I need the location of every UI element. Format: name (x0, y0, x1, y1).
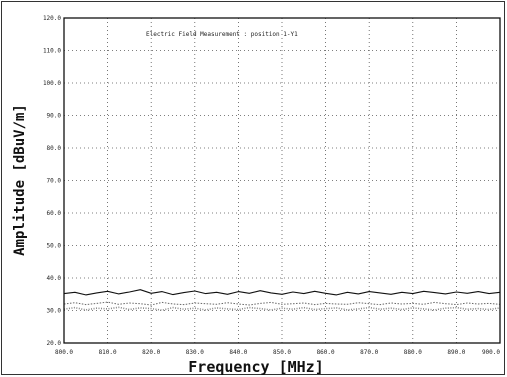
x-tick-label: 800.0 (55, 349, 73, 356)
plot-frame (63, 17, 501, 344)
y-tick-labels: 20.0 30.0 40.0 50.0 60.0 70.0 80.0 90.0 100.0 110… (43, 15, 61, 347)
series-line-1 (63, 289, 501, 296)
x-tick-label: 840.0 (229, 349, 247, 356)
x-tick-label: 810.0 (99, 349, 117, 356)
x-tick-label: 860.0 (317, 349, 335, 356)
y-tick-label: 100.0 (43, 80, 61, 87)
y-tick-label: 90.0 (47, 113, 62, 120)
y-tick-label: 30.0 (47, 308, 62, 315)
y-tick-label: 110.0 (43, 48, 61, 55)
chart-title: Electric Field Measurement : position 1-… (146, 31, 298, 38)
y-tick-label: 40.0 (47, 275, 62, 282)
x-tick-label: 830.0 (186, 349, 204, 356)
y-tick-label: 20.0 (47, 340, 62, 347)
series-line-3 (63, 306, 501, 312)
y-axis-title: Amplitude [dBuV/m] (12, 104, 28, 256)
x-tick-label: 870.0 (360, 349, 378, 356)
y-tick-label: 120.0 (43, 15, 61, 22)
x-tick-label: 820.0 (142, 349, 160, 356)
y-tick-label: 50.0 (47, 243, 62, 250)
x-tick-labels: 800.0 810.0 820.0 830.0 840.0 850.0 860.0 870.0… (55, 349, 500, 356)
y-tick-label: 60.0 (47, 210, 62, 217)
y-tick-label: 80.0 (47, 145, 62, 152)
x-tick-label: 900.0 (482, 349, 500, 356)
data-series (63, 289, 501, 312)
x-axis-title: Frequency [MHz] (188, 358, 323, 376)
series-line-2 (63, 301, 501, 306)
x-tick-label: 850.0 (273, 349, 291, 356)
x-tick-label: 890.0 (447, 349, 465, 356)
y-tick-label: 70.0 (47, 178, 62, 185)
x-tick-label: 880.0 (404, 349, 422, 356)
grid-lines (64, 18, 500, 343)
